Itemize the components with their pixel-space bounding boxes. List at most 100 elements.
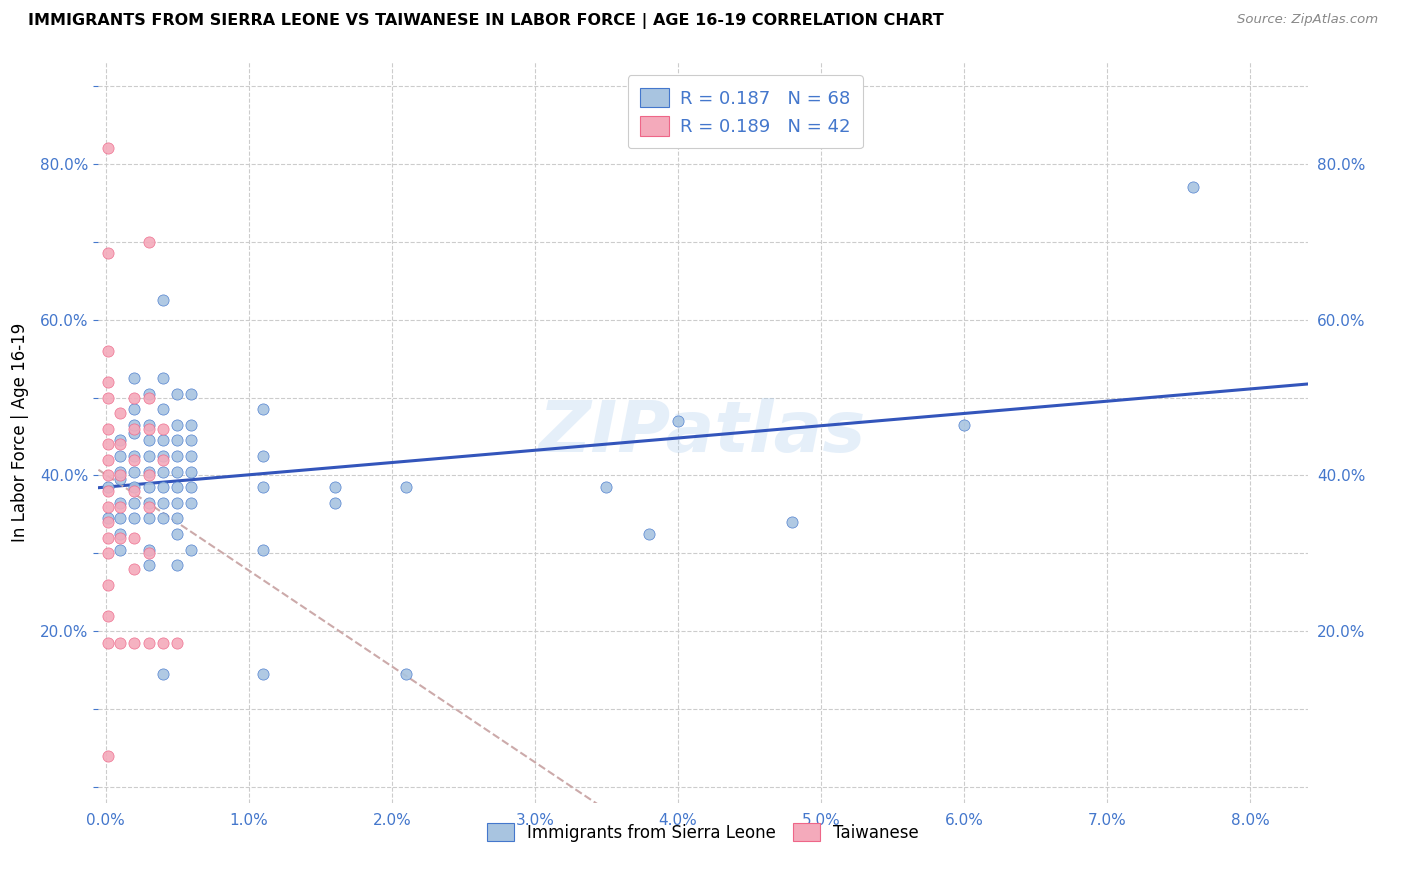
Point <box>166 449 188 463</box>
Point <box>138 391 160 405</box>
Point <box>138 449 160 463</box>
Point <box>152 371 174 385</box>
Point <box>97 511 120 525</box>
Point <box>152 511 174 525</box>
Point <box>180 434 202 448</box>
Point <box>138 465 160 479</box>
Point <box>166 558 188 573</box>
Point <box>953 417 976 432</box>
Point <box>97 577 120 591</box>
Point <box>122 511 145 525</box>
Point <box>252 402 274 417</box>
Point <box>97 391 120 405</box>
Point <box>122 422 145 436</box>
Point <box>166 417 188 432</box>
Point <box>122 425 145 440</box>
Point <box>152 636 174 650</box>
Point <box>666 414 689 428</box>
Point <box>97 636 120 650</box>
Point <box>138 636 160 650</box>
Point <box>97 480 120 494</box>
Point <box>180 465 202 479</box>
Point <box>180 386 202 401</box>
Point <box>122 453 145 467</box>
Point <box>97 484 120 499</box>
Point <box>122 480 145 494</box>
Point <box>180 449 202 463</box>
Point <box>1182 180 1205 194</box>
Point <box>166 511 188 525</box>
Point <box>108 500 131 514</box>
Point <box>108 465 131 479</box>
Point <box>108 406 131 420</box>
Text: IMMIGRANTS FROM SIERRA LEONE VS TAIWANESE IN LABOR FORCE | AGE 16-19 CORRELATION: IMMIGRANTS FROM SIERRA LEONE VS TAIWANES… <box>28 13 943 29</box>
Point <box>97 437 120 451</box>
Point <box>323 496 346 510</box>
Legend: Immigrants from Sierra Leone, Taiwanese: Immigrants from Sierra Leone, Taiwanese <box>479 814 927 850</box>
Point <box>152 293 174 307</box>
Point <box>97 546 120 560</box>
Point <box>97 246 120 260</box>
Point <box>108 472 131 486</box>
Point <box>152 496 174 510</box>
Point <box>152 422 174 436</box>
Point <box>138 500 160 514</box>
Text: Source: ZipAtlas.com: Source: ZipAtlas.com <box>1237 13 1378 27</box>
Point <box>97 141 120 155</box>
Point <box>97 531 120 545</box>
Point <box>122 496 145 510</box>
Point <box>252 480 274 494</box>
Point <box>152 449 174 463</box>
Point <box>138 496 160 510</box>
Point <box>108 511 131 525</box>
Point <box>138 546 160 560</box>
Point <box>122 371 145 385</box>
Point <box>138 542 160 557</box>
Point <box>166 465 188 479</box>
Point <box>108 434 131 448</box>
Point <box>252 449 274 463</box>
Point <box>152 453 174 467</box>
Point <box>152 402 174 417</box>
Point <box>108 449 131 463</box>
Point <box>180 496 202 510</box>
Point <box>138 480 160 494</box>
Point <box>166 496 188 510</box>
Point <box>166 386 188 401</box>
Point <box>395 480 418 494</box>
Point <box>138 417 160 432</box>
Point <box>138 235 160 249</box>
Point <box>108 496 131 510</box>
Point <box>122 449 145 463</box>
Point <box>166 434 188 448</box>
Point <box>122 636 145 650</box>
Point <box>180 417 202 432</box>
Point <box>138 558 160 573</box>
Point <box>782 515 804 529</box>
Point <box>97 468 120 483</box>
Point <box>138 422 160 436</box>
Point <box>138 511 160 525</box>
Point <box>108 468 131 483</box>
Point <box>122 531 145 545</box>
Point <box>97 500 120 514</box>
Point <box>108 527 131 541</box>
Point <box>97 343 120 358</box>
Point <box>97 515 120 529</box>
Point <box>138 386 160 401</box>
Point <box>122 391 145 405</box>
Point <box>638 527 661 541</box>
Point <box>252 542 274 557</box>
Point <box>108 531 131 545</box>
Point <box>166 636 188 650</box>
Point <box>252 667 274 681</box>
Point <box>108 636 131 650</box>
Point <box>108 542 131 557</box>
Point <box>97 375 120 389</box>
Point <box>122 562 145 576</box>
Point <box>97 608 120 623</box>
Point <box>97 422 120 436</box>
Point <box>108 437 131 451</box>
Point <box>152 480 174 494</box>
Point <box>97 453 120 467</box>
